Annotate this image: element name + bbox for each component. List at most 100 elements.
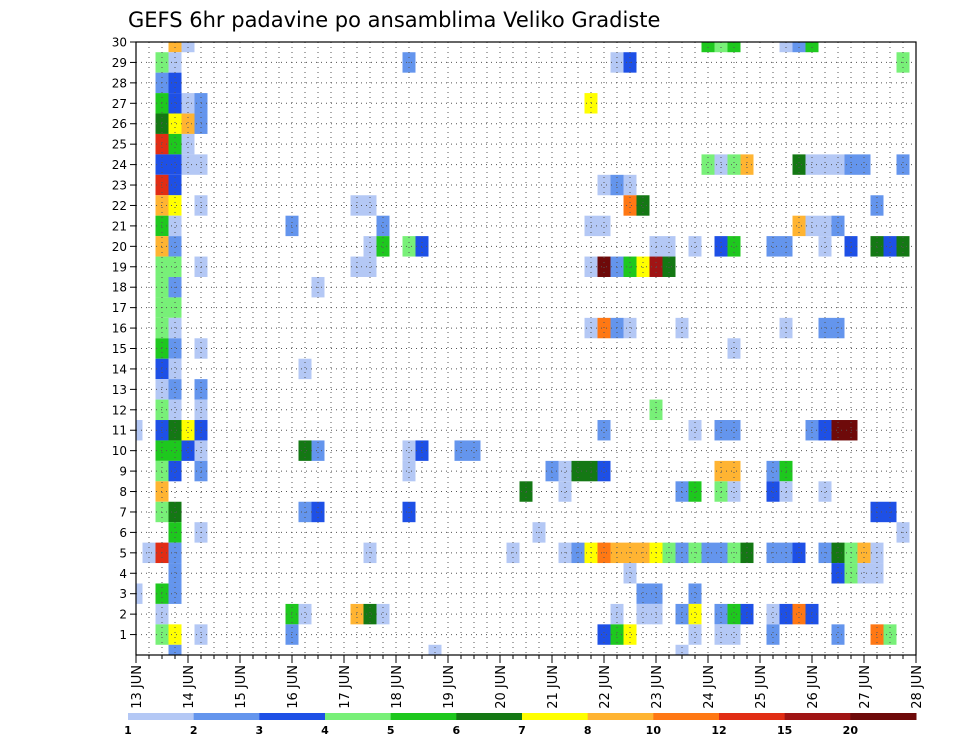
precip-cell	[168, 583, 182, 604]
colorbar-tick-label: 15	[777, 724, 792, 737]
heatmap-cells	[136, 42, 910, 655]
colorbar-tick-label: 2	[190, 724, 198, 737]
precip-cell	[662, 256, 676, 277]
precip-cell	[402, 440, 416, 461]
precip-cell	[136, 420, 143, 441]
precip-cell	[168, 174, 182, 196]
precip-cell	[688, 236, 702, 257]
precip-cell	[818, 481, 832, 502]
precip-cell	[883, 236, 897, 257]
precip-cell	[168, 379, 182, 400]
precip-cell	[896, 154, 910, 175]
precip-cell	[597, 215, 611, 237]
x-tick-label: 21 JUN	[546, 665, 561, 709]
x-tick-label: 17 JUN	[338, 665, 353, 709]
precip-cell	[181, 113, 195, 134]
y-tick-label: 8	[119, 485, 127, 499]
y-tick-label: 24	[112, 158, 127, 172]
colorbar-tick-label: 5	[387, 724, 395, 737]
y-tick-label: 10	[112, 444, 127, 458]
precip-cell	[597, 460, 611, 482]
precip-cell	[168, 624, 182, 645]
colorbar-tick-label: 10	[646, 724, 662, 737]
precip-cell	[298, 440, 312, 461]
y-tick-label: 19	[112, 260, 127, 274]
precip-cell	[363, 603, 377, 625]
precip-cell	[623, 563, 637, 584]
precip-cell	[766, 460, 780, 482]
x-tick-label: 24 JUN	[702, 665, 717, 709]
precip-cell	[298, 358, 312, 380]
y-tick-label: 4	[119, 567, 127, 581]
precip-cell	[168, 644, 182, 655]
precip-cell	[727, 420, 741, 441]
precip-cell	[168, 133, 182, 155]
precip-cell	[558, 460, 572, 482]
colorbar-tick-label: 3	[256, 724, 264, 737]
precip-cell	[831, 624, 845, 645]
precip-cell	[831, 215, 845, 237]
x-tick-label: 15 JUN	[234, 665, 249, 709]
precip-cell	[181, 440, 195, 461]
y-tick-label: 22	[112, 199, 127, 213]
x-tick-label: 18 JUN	[390, 665, 405, 709]
precip-cell	[571, 460, 585, 482]
colorbar-tick-label: 12	[711, 724, 726, 737]
precip-cell	[818, 154, 832, 175]
precip-cell	[168, 399, 182, 421]
precip-cell	[363, 195, 377, 216]
precip-cell	[766, 603, 780, 625]
precip-cell	[636, 603, 650, 625]
precip-cell	[831, 317, 845, 339]
precip-cell	[181, 93, 195, 114]
precip-cell	[727, 624, 741, 645]
precip-cell	[168, 563, 182, 584]
colorbar-swatch	[784, 713, 851, 720]
precip-cell	[662, 236, 676, 257]
x-tick-label: 26 JUN	[806, 665, 821, 709]
y-tick-label: 1	[119, 628, 127, 642]
precip-cell	[727, 603, 741, 625]
y-tick-label: 23	[112, 179, 127, 193]
precip-cell	[597, 256, 611, 277]
colorbar-swatch	[522, 713, 589, 720]
precip-cell	[883, 501, 897, 523]
colorbar-swatch	[259, 713, 326, 720]
precip-cell	[168, 256, 182, 277]
y-tick-label: 21	[112, 219, 127, 233]
y-tick-label: 14	[112, 362, 127, 376]
y-tick-label: 17	[112, 301, 127, 315]
precip-cell	[363, 256, 377, 277]
x-tick-label: 28 JUN	[910, 665, 925, 709]
precip-cell	[597, 624, 611, 645]
precip-cell	[792, 603, 806, 625]
precip-cell	[818, 215, 832, 237]
precip-cell	[688, 420, 702, 441]
precip-cell	[636, 256, 650, 277]
precip-cell	[623, 174, 637, 196]
precip-cell	[818, 236, 832, 257]
precip-cell	[831, 420, 845, 441]
colorbar-swatch	[325, 713, 392, 720]
y-tick-label: 9	[119, 465, 127, 479]
precip-cell	[168, 93, 182, 114]
precip-cell	[402, 460, 416, 482]
precip-cell	[636, 195, 650, 216]
precip-cell	[688, 624, 702, 645]
x-axis: 13 JUN 14 JUN 15 JUN 16 JUN 17 JUN 18 JUN 19 J…	[130, 655, 925, 709]
colorbar: 1 2 3 4 5 6 7 8 10 12 15 20	[124, 713, 917, 737]
precip-cell	[467, 440, 481, 461]
precip-cell	[168, 154, 182, 175]
y-tick-label: 20	[112, 240, 127, 254]
grid-lines	[136, 41, 916, 655]
precip-cell	[136, 583, 143, 604]
y-tick-label: 13	[112, 383, 127, 397]
y-tick-label: 25	[112, 138, 127, 152]
x-tick-label: 23 JUN	[650, 665, 665, 709]
colorbar-swatch	[456, 713, 523, 720]
colorbar-tick-label: 6	[453, 724, 461, 737]
precip-cell	[857, 154, 871, 175]
y-tick-label: 27	[112, 97, 127, 111]
precip-cell	[727, 338, 741, 359]
precip-cell	[168, 317, 182, 339]
